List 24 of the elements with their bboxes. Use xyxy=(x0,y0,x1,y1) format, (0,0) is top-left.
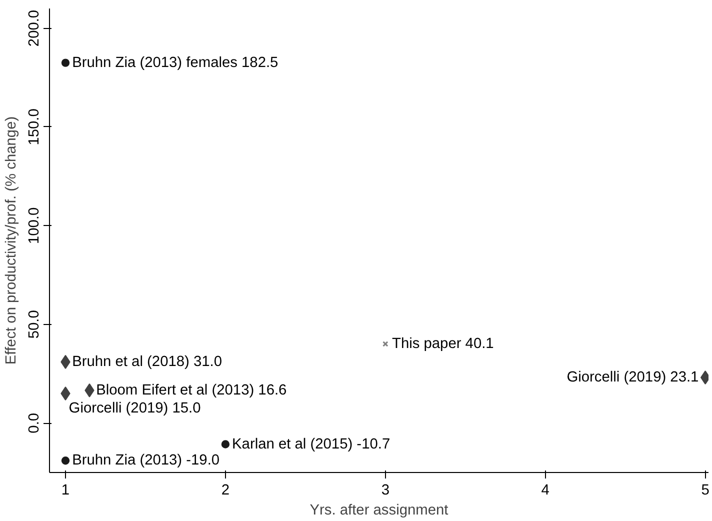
y-tick-label: 50.0 xyxy=(26,310,42,339)
x-tick-label: 2 xyxy=(221,482,230,498)
data-label: Bruhn Zia (2013) females 182.5 xyxy=(72,54,278,71)
data-label: Bruhn Zia (2013) -19.0 xyxy=(72,452,220,469)
point xyxy=(382,341,388,347)
y-tick-label: 0.0 xyxy=(26,412,42,434)
data-label: Karlan et al (2015) -10.7 xyxy=(232,436,390,452)
x-tick-label: 1 xyxy=(61,482,70,498)
y-axis-title: Effect on productivity/prof. (% change) xyxy=(4,116,20,365)
point xyxy=(61,58,70,67)
x-axis-title: Yrs. after assignment xyxy=(310,502,448,518)
point xyxy=(221,440,230,448)
x-tick-label: 3 xyxy=(381,482,390,498)
data-label: Bloom Eifert et al (2013) 16.6 xyxy=(96,382,287,398)
data-label: Bruhn et al (2018) 31.0 xyxy=(72,354,222,370)
x-tick-label: 4 xyxy=(541,482,550,498)
data-label: Giorcelli (2019) 23.1 xyxy=(566,370,699,386)
y-tick-label: 150.0 xyxy=(26,108,42,146)
point xyxy=(61,456,70,465)
y-tick-label: 100.0 xyxy=(26,207,42,244)
data-label: Giorcelli (2019) 15.0 xyxy=(68,400,201,416)
x-tick-label: 5 xyxy=(701,482,710,498)
data-label: This paper 40.1 xyxy=(392,336,494,352)
y-tick-label: 200.0 xyxy=(26,10,42,47)
